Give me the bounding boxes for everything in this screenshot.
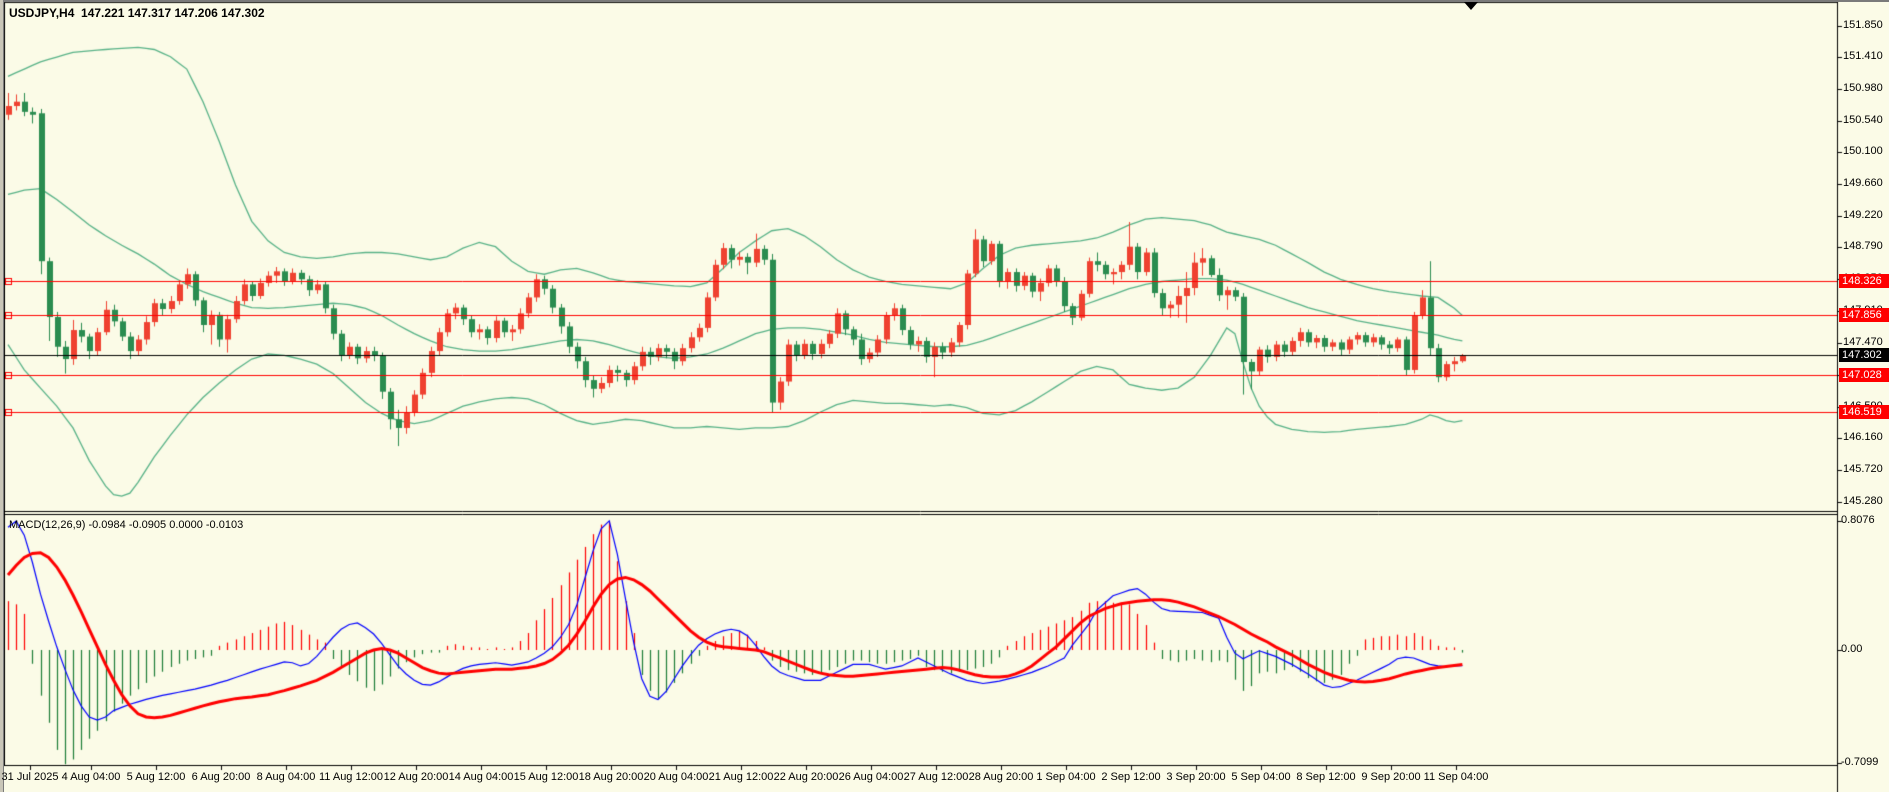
time-axis-label: 5 Sep 04:00 [1231, 771, 1291, 783]
time-axis-label: 9 Sep 20:00 [1361, 771, 1421, 783]
price-tick-label: 150.540 [1843, 113, 1883, 126]
time-axis-label: 6 Aug 20:00 [191, 771, 251, 783]
time-axis-label: 3 Sep 20:00 [1166, 771, 1226, 783]
price-tick-label: 146.160 [1843, 431, 1883, 444]
level-price-badge: 147.856 [1839, 308, 1889, 323]
price-tick-label: 147.470 [1843, 336, 1883, 349]
time-axis-label: 4 Aug 04:00 [61, 771, 121, 783]
price-tick-label: 145.720 [1843, 462, 1883, 475]
price-tick-label: 150.980 [1843, 81, 1883, 94]
time-axis-label: 1 Sep 04:00 [1036, 771, 1096, 783]
window-frame-top [0, 0, 1889, 2]
time-axis-label: 12 Aug 20:00 [383, 771, 449, 783]
level-price-badge: 146.519 [1839, 405, 1889, 420]
time-axis-label: 8 Sep 12:00 [1296, 771, 1356, 783]
price-tick-label: 150.100 [1843, 145, 1883, 158]
window-frame-left [0, 0, 4, 792]
macd-axis-label: 0.00 [1841, 643, 1863, 655]
time-axis-label: 20 Aug 04:00 [643, 771, 709, 783]
current-price-badge: 147.302 [1839, 348, 1889, 363]
time-axis-label: 14 Aug 04:00 [448, 771, 514, 783]
price-tick-label: 148.790 [1843, 240, 1883, 253]
time-axis-label: 8 Aug 04:00 [256, 771, 316, 783]
macd-axis-label: -0.7099 [1841, 756, 1879, 769]
time-axis-label: 28 Aug 20:00 [968, 771, 1034, 783]
time-axis-label: 21 Aug 12:00 [708, 771, 774, 783]
time-axis-label: 15 Aug 12:00 [513, 771, 579, 783]
price-tick-label: 149.220 [1843, 209, 1883, 222]
chart-title-ohlc: USDJPY,H4 147.221 147.317 147.206 147.30… [9, 6, 265, 20]
level-price-badge: 147.028 [1839, 368, 1889, 383]
time-axis-label: 18 Aug 20:00 [578, 771, 644, 783]
macd-indicator-label: MACD(12,26,9) -0.0984 -0.0905 0.0000 -0.… [9, 519, 244, 531]
macd-axis-label: 0.8076 [1841, 514, 1875, 527]
price-tick-label: 145.280 [1843, 494, 1883, 507]
arrow-down-icon[interactable] [1464, 2, 1478, 10]
time-axis-label: 26 Aug 04:00 [838, 771, 904, 783]
time-axis-label: 2 Sep 12:00 [1101, 771, 1161, 783]
time-axis-label: 11 Aug 12:00 [318, 771, 384, 783]
time-axis-label: 11 Sep 04:00 [1423, 771, 1489, 783]
time-axis-label: 31 Jul 2025 [1, 771, 59, 783]
level-price-badge: 148.326 [1839, 274, 1889, 289]
time-axis-label: 5 Aug 12:00 [126, 771, 186, 783]
price-tick-label: 151.850 [1843, 18, 1883, 31]
time-axis-label: 22 Aug 20:00 [773, 771, 839, 783]
time-axis-label: 27 Aug 12:00 [903, 771, 969, 783]
price-tick-label: 149.660 [1843, 177, 1883, 190]
price-tick-label: 151.410 [1843, 50, 1883, 63]
